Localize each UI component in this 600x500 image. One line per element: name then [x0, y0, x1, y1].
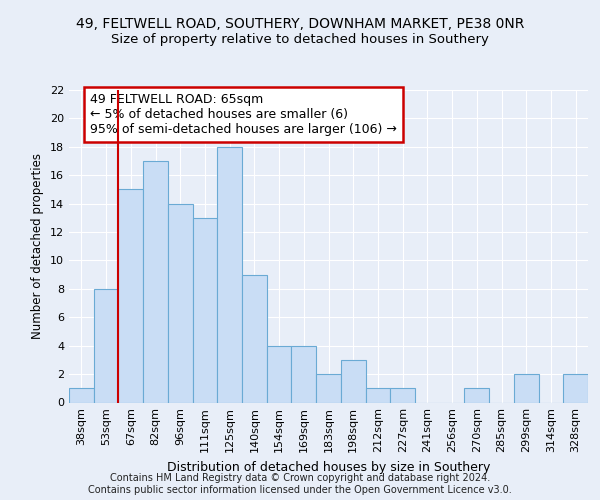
Text: Size of property relative to detached houses in Southery: Size of property relative to detached ho…: [111, 32, 489, 46]
Bar: [118, 190, 143, 402]
Bar: [94, 289, 118, 403]
Bar: [390, 388, 415, 402]
Y-axis label: Number of detached properties: Number of detached properties: [31, 153, 44, 339]
Bar: [316, 374, 341, 402]
Text: 49 FELTWELL ROAD: 65sqm
← 5% of detached houses are smaller (6)
95% of semi-deta: 49 FELTWELL ROAD: 65sqm ← 5% of detached…: [90, 93, 397, 136]
Bar: [292, 346, 316, 403]
X-axis label: Distribution of detached houses by size in Southery: Distribution of detached houses by size …: [167, 461, 490, 474]
Bar: [341, 360, 365, 403]
Bar: [464, 388, 489, 402]
Bar: [365, 388, 390, 402]
Bar: [242, 274, 267, 402]
Bar: [217, 147, 242, 403]
Bar: [193, 218, 217, 402]
Bar: [69, 388, 94, 402]
Bar: [143, 161, 168, 402]
Bar: [267, 346, 292, 403]
Bar: [168, 204, 193, 402]
Bar: [514, 374, 539, 402]
Text: Contains HM Land Registry data © Crown copyright and database right 2024.
Contai: Contains HM Land Registry data © Crown c…: [88, 474, 512, 495]
Text: 49, FELTWELL ROAD, SOUTHERY, DOWNHAM MARKET, PE38 0NR: 49, FELTWELL ROAD, SOUTHERY, DOWNHAM MAR…: [76, 18, 524, 32]
Bar: [563, 374, 588, 402]
